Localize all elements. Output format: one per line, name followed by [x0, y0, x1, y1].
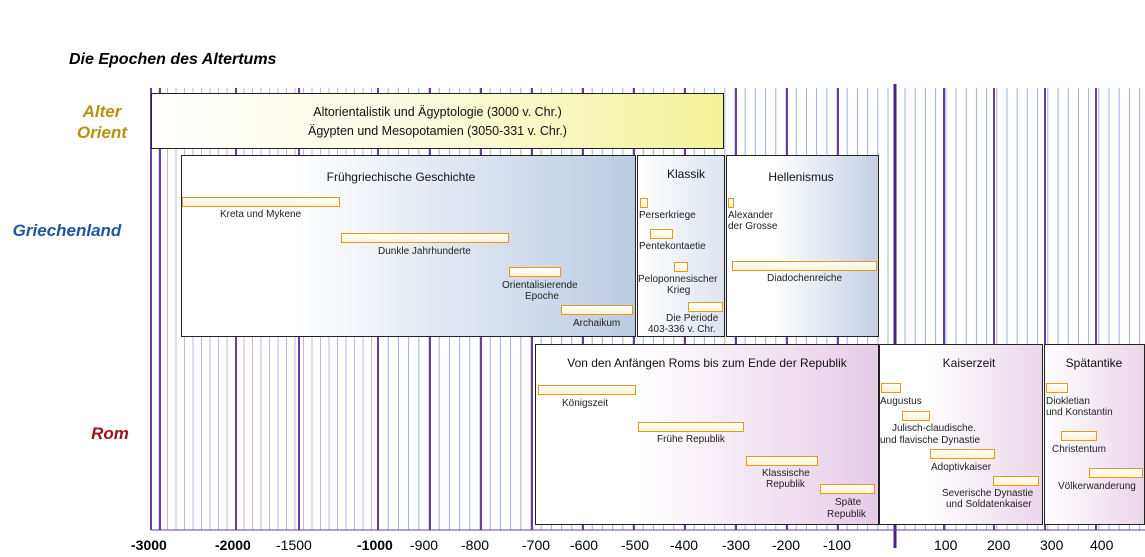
axis-tick: -900: [410, 537, 439, 553]
label-peloponnesischer: Peloponnesischer: [638, 274, 718, 285]
axis-tick: -400: [670, 537, 699, 553]
orient-box-line2: Ägypten und Mesopotamien (3050-331 v. Ch…: [308, 124, 567, 138]
axis-tick: -300: [722, 537, 751, 553]
axis-tick: -2000: [215, 537, 251, 553]
bar-dunkle-jahrhunderte: [341, 233, 509, 243]
label-und-konstantin: und Konstantin: [1046, 407, 1113, 418]
bar-die-periode: [688, 302, 723, 312]
label-koenigszeit: Königszeit: [562, 398, 609, 409]
axis-tick: -700: [522, 537, 551, 553]
late-antiquity-title: Spätantike: [1065, 356, 1123, 370]
label-spaete-republik: Republik: [827, 509, 866, 520]
axis-tick: -800: [461, 537, 490, 553]
bar-diokletian: [1046, 383, 1068, 393]
classic-greek-title: Klassik: [666, 167, 705, 181]
region-orient-line2: Orient: [76, 123, 128, 142]
label-adoptivkaiser: Adoptivkaiser: [931, 462, 992, 473]
bar-diadochenreiche: [732, 261, 877, 271]
label-der-grosse: der Grosse: [728, 221, 778, 232]
bar-adoptivkaiser: [930, 449, 995, 459]
label-soldatenkaiser: und Soldatenkaiser: [946, 499, 1032, 510]
label-augustus: Augustus: [880, 396, 922, 407]
region-label-alter-orient: Alter Orient: [60, 101, 144, 143]
label-kreta-mykene: Kreta und Mykene: [220, 209, 302, 220]
label-orientalisierende: Orientalisierende: [502, 280, 578, 291]
region-label-rom: Rom: [91, 424, 129, 443]
diagram-title: Die Epochen des Altertums: [69, 51, 277, 68]
imperial-era-title: Kaiserzeit: [942, 356, 996, 370]
early-greek-title: Frühgriechische Geschichte: [326, 170, 476, 184]
axis-tick: 100: [934, 537, 958, 553]
roman-republic-box: [535, 344, 879, 525]
axis-tick: -1000: [357, 537, 393, 553]
label-flavische-dynastie: und flavische Dynastie: [880, 435, 981, 446]
label-diokletian: Diokletian: [1046, 396, 1090, 407]
label-perserkriege: Perserkriege: [639, 210, 696, 221]
label-epoche: Epoche: [525, 291, 559, 302]
label-diadochenreiche: Diadochenreiche: [767, 273, 843, 284]
imperial-era-box: [879, 344, 1043, 525]
label-spaete: Späte: [835, 497, 862, 508]
axis-tick: -200: [772, 537, 801, 553]
label-archaikum: Archaikum: [573, 318, 621, 329]
orient-epoch-box: [151, 93, 724, 149]
region-orient-line1: Alter: [82, 102, 122, 121]
bar-klassische-republik: [746, 456, 818, 466]
label-fruehe-republik: Frühe Republik: [657, 434, 725, 445]
region-label-griechenland: Griechenland: [12, 221, 122, 240]
roman-republic-title: Von den Anfängen Roms bis zum Ende der R…: [567, 356, 847, 370]
early-greek-box: [181, 155, 636, 337]
label-voelkerwanderung: Völkerwanderung: [1058, 481, 1136, 492]
bar-spaete-republik: [820, 484, 875, 494]
bar-perserkriege: [640, 198, 648, 208]
axis-tick: -1500: [276, 537, 312, 553]
label-alexander: Alexander: [728, 210, 774, 221]
label-klassische-republik: Republik: [766, 479, 805, 490]
label-klassische: Klassische: [762, 468, 810, 479]
axis-tick: -600: [570, 537, 599, 553]
bar-archaikum: [561, 305, 633, 315]
axis-tick: 200: [987, 537, 1011, 553]
label-severische-dynastie: Severische Dynastie: [942, 488, 1034, 499]
axis-tick: -500: [621, 537, 650, 553]
bar-augustus: [881, 383, 901, 393]
bar-kreta-mykene: [182, 197, 340, 207]
axis-tick: 400: [1090, 537, 1114, 553]
axis-tick: -3000: [131, 537, 167, 553]
bar-peloponnesischer-krieg: [674, 262, 688, 272]
label-die-periode: Die Periode: [666, 313, 719, 324]
axis-tick: -100: [823, 537, 852, 553]
bar-pentekontaetie: [650, 229, 673, 239]
hellenism-title: Hellenismus: [768, 170, 834, 184]
label-periode-years: 403-336 v. Chr.: [648, 324, 716, 335]
bar-orientalisierende-epoche: [509, 267, 561, 277]
bar-christentum: [1061, 431, 1097, 441]
bar-severische-dynastie: [993, 476, 1039, 486]
bar-koenigszeit: [538, 385, 636, 395]
label-pentekontaetie: Pentekontaetie: [639, 241, 706, 252]
bar-julisch-claudische: [902, 411, 930, 421]
hellenism-box: [726, 155, 879, 337]
label-christentum: Christentum: [1052, 444, 1106, 455]
label-krieg: Krieg: [667, 285, 691, 296]
bar-alexander: [728, 198, 734, 208]
label-dunkle-jahrhunderte: Dunkle Jahrhunderte: [378, 246, 471, 257]
bar-fruehe-republik: [638, 422, 744, 432]
bar-voelkerwanderung: [1089, 468, 1143, 478]
label-julisch-claudische: Julisch-claudische.: [892, 423, 976, 434]
axis-tick: 300: [1040, 537, 1064, 553]
orient-box-line1: Altorientalistik und Ägyptologie (3000 v…: [313, 105, 562, 119]
